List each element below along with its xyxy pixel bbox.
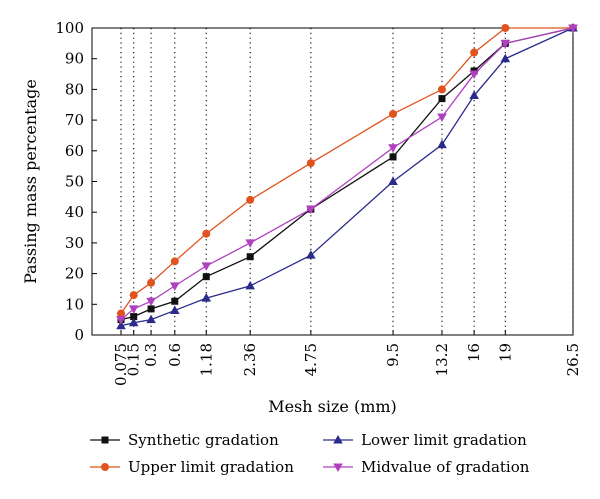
- y-axis-title: Passing mass percentage: [21, 79, 40, 284]
- y-tick-label: 30: [65, 234, 84, 252]
- data-point: [201, 293, 212, 302]
- data-point: [201, 262, 212, 271]
- legend-marker: [333, 463, 343, 472]
- data-point: [147, 278, 156, 287]
- y-tick-label: 80: [65, 80, 84, 98]
- x-tick-label: 0.075: [112, 343, 130, 386]
- y-tick-label: 10: [65, 295, 84, 313]
- y-tick-label: 100: [55, 19, 84, 37]
- y-tick-label: 40: [65, 203, 84, 221]
- data-point: [469, 90, 479, 100]
- data-point: [146, 314, 156, 324]
- series-line: [120, 27, 574, 321]
- data-point: [116, 316, 126, 325]
- legend-label: Synthetic gradation: [128, 431, 279, 449]
- legend-marker: [333, 435, 343, 444]
- legend-marker: [101, 463, 109, 471]
- x-tick-label: 0.15: [125, 343, 143, 376]
- data-point: [128, 305, 139, 314]
- data-point: [500, 39, 511, 49]
- data-point: [388, 176, 398, 185]
- series-2: [116, 23, 578, 330]
- y-tick-label: 0: [74, 326, 84, 344]
- data-point: [128, 317, 139, 327]
- y-tick-label: 70: [65, 111, 84, 129]
- plot-frame: [91, 27, 574, 336]
- series-line: [120, 27, 573, 314]
- data-point: [129, 291, 138, 300]
- data-point: [246, 253, 254, 261]
- x-tick-label: 16: [465, 343, 483, 362]
- legend-label: Lower limit gradation: [361, 431, 527, 449]
- data-point: [306, 159, 315, 168]
- legend: Synthetic gradation Upper limit gradation…: [90, 431, 530, 476]
- data-point: [116, 320, 126, 330]
- data-point: [437, 139, 447, 149]
- data-point: [568, 24, 578, 33]
- x-tick-label: 1.18: [197, 343, 215, 376]
- data-point: [170, 257, 179, 266]
- x-tick-label: 4.75: [302, 343, 320, 376]
- data-point: [146, 297, 156, 307]
- data-point: [388, 144, 398, 153]
- y-tick-label: 60: [65, 142, 84, 160]
- legend-item: Lower limit gradation: [323, 431, 527, 449]
- x-tick-label: 0.6: [166, 343, 184, 367]
- data-point: [501, 24, 510, 32]
- data-point: [117, 309, 125, 318]
- data-point: [500, 53, 511, 63]
- x-tick-label: 2.36: [241, 343, 259, 376]
- data-point: [169, 282, 180, 291]
- x-axis-title: Mesh size (mm): [268, 397, 397, 416]
- data-point: [147, 305, 155, 313]
- y-tick-label: 50: [65, 173, 84, 191]
- x-tick-label: 9.5: [384, 343, 402, 367]
- y-tick-label: 90: [65, 50, 84, 68]
- y-tick-label: 20: [65, 265, 84, 283]
- data-point: [246, 195, 255, 204]
- data-point: [169, 305, 180, 314]
- data-point: [306, 205, 316, 215]
- data-point: [389, 153, 397, 161]
- data-point: [469, 70, 479, 80]
- x-tick-label: 13.2: [433, 343, 451, 376]
- series-3: [116, 24, 578, 325]
- plot-series: [116, 23, 578, 330]
- legend-item: Midvalue of gradation: [323, 458, 530, 476]
- data-point: [437, 85, 446, 94]
- data-point: [306, 250, 316, 259]
- data-point: [202, 229, 211, 238]
- data-point: [202, 273, 210, 281]
- legend-marker: [101, 436, 109, 444]
- data-point: [389, 109, 398, 118]
- legend-item: Upper limit gradation: [90, 458, 294, 476]
- data-point: [438, 95, 446, 103]
- data-point: [245, 280, 255, 290]
- x-tick-label: 19: [496, 343, 514, 362]
- x-tick-label: 0.3: [142, 343, 160, 367]
- data-point: [437, 113, 447, 123]
- data-point: [130, 313, 138, 321]
- x-tick-label: 26.5: [564, 343, 582, 376]
- data-point: [171, 297, 179, 305]
- data-point: [245, 239, 255, 248]
- series-1: [117, 24, 577, 318]
- legend-item: Synthetic gradation: [90, 431, 279, 449]
- data-point: [470, 48, 479, 57]
- legend-label: Upper limit gradation: [128, 458, 294, 476]
- legend-label: Midvalue of gradation: [361, 458, 530, 476]
